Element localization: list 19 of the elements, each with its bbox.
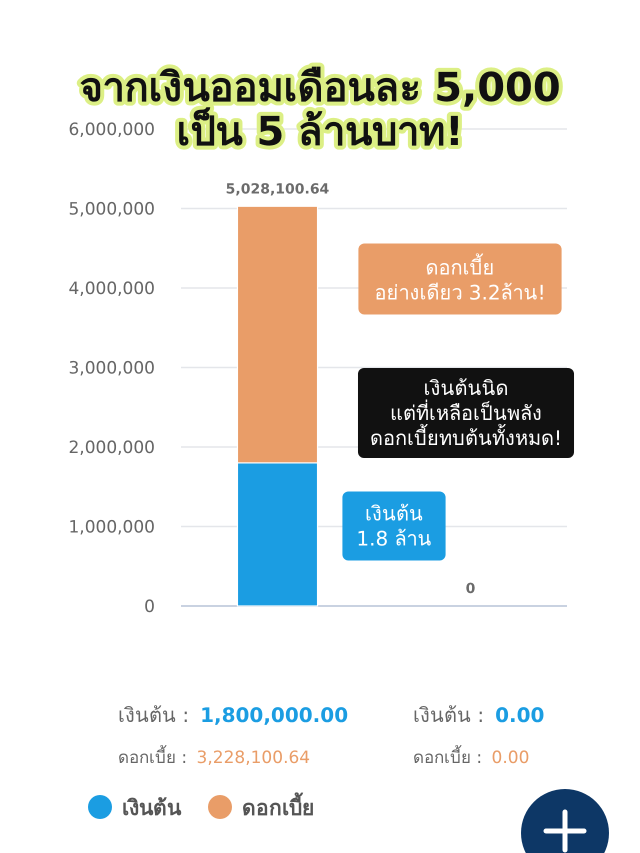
total-label: 0 (466, 581, 476, 597)
annotation: เงินต้น 1.8 ล้าน (356, 502, 432, 550)
annotation: ดอกเบี้ย อย่างเดียว 3.2ล้าน! (374, 254, 546, 304)
text: เงินต้น : 1,800,000.00 (118, 703, 348, 727)
total-label: 5,028,100.64 (226, 181, 330, 198)
y-tick-label: 2,000,000 (68, 438, 155, 458)
annotation: เงินต้น 1.8 ล้าน (342, 492, 446, 560)
annotation: เงินต้นนิด แต่ที่เหลือเป็นพลัง ดอกเบี้ยทบต้นทั้งหมด! (358, 368, 574, 458)
annotation: เงินต้นนิด แต่ที่เหลือเป็นพลัง ดอกเบี้ยทบต้นทั้งหมด! (370, 376, 562, 450)
annotation: ดอกเบี้ย อย่างเดียว 3.2ล้าน! (358, 244, 562, 314)
y-tick-label: 5,000,000 (68, 200, 155, 220)
y-tick-label: 6,000,000 (68, 120, 155, 140)
y-tick-label: 1,000,000 (68, 518, 155, 538)
text: เงินต้น : 0.00 (413, 703, 544, 727)
legend-label: ดอกเบี้ย (242, 792, 314, 820)
legend-label: เงินต้น (122, 796, 182, 820)
y-tick-label: 4,000,000 (68, 279, 155, 299)
y-tick-label: 0 (144, 597, 155, 617)
y-tick-label: 3,000,000 (68, 358, 155, 378)
